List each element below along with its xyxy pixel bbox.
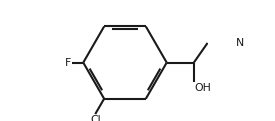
Text: Cl: Cl: [90, 115, 101, 121]
Text: OH: OH: [195, 83, 212, 93]
Text: N: N: [236, 38, 244, 48]
Text: F: F: [65, 58, 71, 68]
